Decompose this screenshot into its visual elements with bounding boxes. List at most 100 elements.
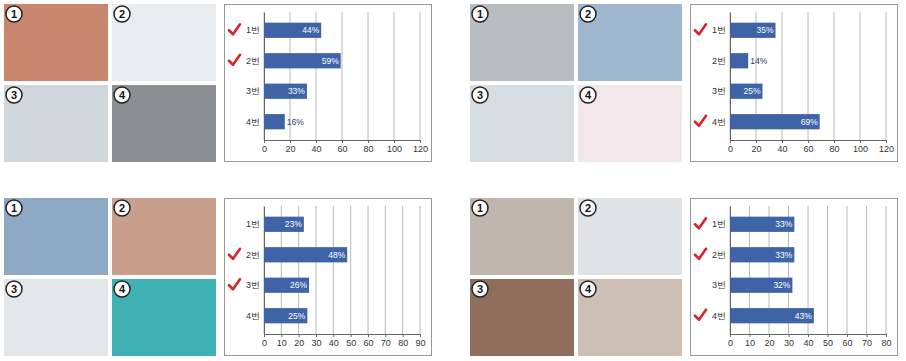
check-marks [229, 24, 240, 64]
plot: 010203040506070801번2번3번4번33%33%32%43% [695, 206, 892, 348]
photo: 3 [470, 279, 574, 356]
x-tick-label: 10 [745, 338, 755, 348]
bar [730, 247, 794, 262]
x-tick: 30 [311, 334, 321, 348]
x-tick: 40 [803, 334, 813, 348]
y-tick-label: 4번 [712, 311, 726, 321]
x-tick-label: 40 [329, 338, 339, 348]
photo-image [4, 4, 108, 81]
x-tick-mark [886, 140, 887, 143]
x-axis-line [265, 141, 421, 144]
data-label: 69% [801, 117, 818, 127]
photo-number-badge [580, 281, 596, 297]
photo-image [112, 279, 216, 356]
photo: 1 [4, 4, 108, 81]
photo-number: 3 [477, 283, 483, 295]
x-tick-label: 100 [387, 144, 402, 154]
photo-number-badge [580, 87, 596, 103]
grid-line [394, 12, 395, 140]
x-tick: 80 [363, 140, 373, 154]
y-tick-label: 3번 [246, 86, 260, 96]
x-tick-label: 120 [413, 144, 428, 154]
grid-line [316, 206, 317, 334]
x-tick-mark [860, 140, 861, 143]
bar [730, 53, 748, 68]
x-tick-label: 60 [363, 338, 373, 348]
bar [264, 53, 341, 68]
x-tick-mark [342, 140, 343, 143]
x-tick: 10 [745, 334, 755, 348]
panel: 12340204060801001201번2번3번4번35%14%25%69% [470, 4, 898, 162]
x-tick: 0 [262, 334, 267, 348]
photo-image [578, 198, 682, 275]
photo-number-badge [114, 6, 130, 22]
y-tick: 1번 [712, 219, 730, 229]
grid-line [886, 12, 887, 140]
x-tick-mark [886, 334, 887, 337]
photo: 4 [578, 279, 682, 356]
grid-line [866, 206, 867, 334]
x-tick-label: 0 [262, 338, 267, 348]
x-tick-label: 80 [398, 338, 408, 348]
data-labels: 33%33%32%43% [773, 219, 812, 320]
x-axis: 0102030405060708090 [262, 334, 426, 348]
photo-image [112, 85, 216, 162]
x-tick-mark [782, 140, 783, 143]
photo-image [470, 4, 574, 81]
x-tick-mark [420, 334, 421, 337]
y-tick: 4번 [712, 117, 730, 127]
check-marks [695, 218, 706, 319]
panel: 12340204060801001201번2번3번4번44%59%33%16% [4, 4, 432, 162]
check-mark [695, 116, 706, 126]
photo-image [470, 85, 574, 162]
x-tick-label: 60 [842, 338, 852, 348]
x-tick-mark [828, 334, 829, 337]
photo-image [470, 279, 574, 356]
x-tick: 90 [415, 334, 425, 348]
bar [264, 278, 309, 293]
photo: 3 [470, 85, 574, 162]
x-tick: 40 [777, 140, 787, 154]
data-label: 26% [290, 280, 307, 290]
chart-frame [225, 5, 432, 162]
x-tick: 20 [294, 334, 304, 348]
x-tick-mark [808, 140, 809, 143]
photo-number: 1 [477, 8, 483, 20]
y-tick: 3번 [246, 280, 264, 290]
photo-number: 3 [11, 89, 17, 101]
x-tick-mark [316, 140, 317, 143]
x-tick-label: 80 [363, 144, 373, 154]
y-tick-label: 4번 [246, 117, 260, 127]
y-tick-label: 4번 [246, 311, 260, 321]
bar [730, 217, 794, 232]
x-tick: 40 [311, 140, 321, 154]
photo-number-badge [114, 200, 130, 216]
x-tick: 20 [751, 140, 761, 154]
plot: 0204060801001201번2번3번4번35%14%25%69% [695, 12, 894, 154]
bar [264, 247, 347, 262]
x-tick-mark [867, 334, 868, 337]
x-tick-label: 40 [311, 144, 321, 154]
photo-image [578, 4, 682, 81]
photo-number: 4 [119, 283, 126, 295]
grid-line [860, 12, 861, 140]
check-mark [695, 24, 706, 34]
chart: 0204060801001201번2번3번4번35%14%25%69% [691, 5, 898, 162]
x-tick-mark [834, 140, 835, 143]
photo-number-badge [6, 6, 22, 22]
photo-number-badge [472, 6, 488, 22]
x-tick-mark [290, 140, 291, 143]
x-tick: 80 [881, 334, 891, 348]
x-axis: 01020304050607080 [728, 334, 892, 348]
panel: 123401020304050607080901번2번3번4번23%48%26%… [4, 198, 432, 356]
x-tick-label: 50 [346, 338, 356, 348]
x-tick-mark [403, 334, 404, 337]
x-tick: 60 [337, 140, 347, 154]
bar [264, 23, 321, 38]
y-tick: 3번 [246, 86, 264, 96]
bar [264, 84, 307, 99]
data-label: 44% [302, 25, 319, 35]
x-tick: 50 [823, 334, 833, 348]
check-mark [695, 249, 706, 259]
data-label: 35% [756, 25, 773, 35]
